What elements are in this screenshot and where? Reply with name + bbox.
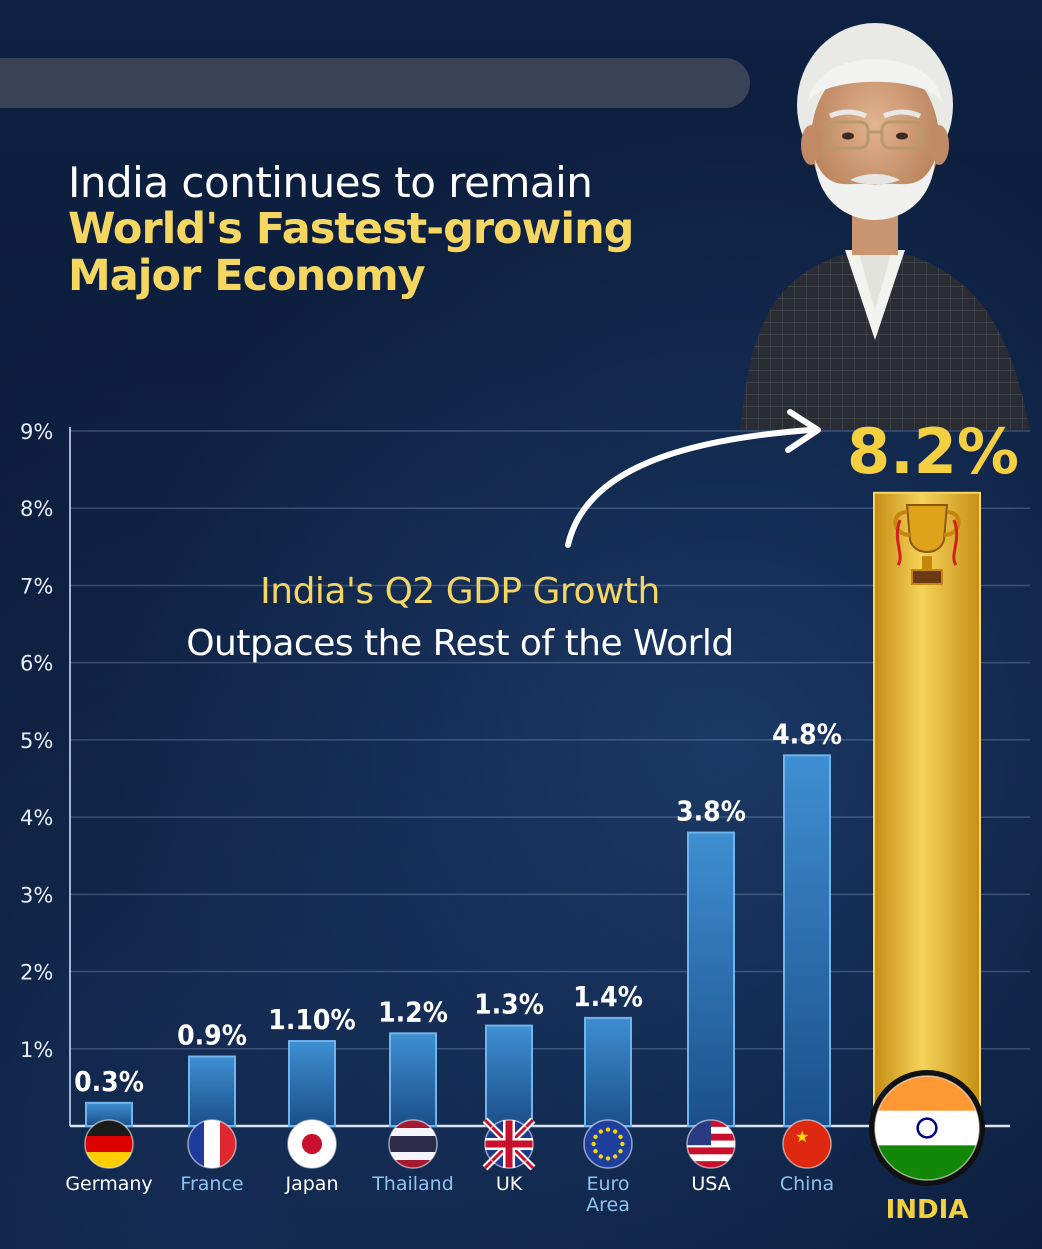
y-tick-label: 4% [20,806,53,830]
leader-portrait [740,23,1030,430]
chart-grid [69,427,1030,1128]
headline-line-1: India continues to remain [68,158,593,207]
headline-line-2: World's Fastest-growing [68,204,634,255]
category-label: Thailand [371,1173,454,1195]
headline: India continues to remain World's Fastes… [68,158,768,302]
highlight-arrow-head [785,409,821,453]
value-label: 4.8% [772,717,842,750]
flags: ★ [84,1070,985,1186]
category-label: Germany [65,1173,152,1195]
y-tick-label: 7% [20,574,53,598]
flag-thailand-icon [388,1119,438,1169]
chart-subtitle: India's Q2 GDP Growth Outpaces the Rest … [100,566,820,670]
flag-uk-icon [482,1117,536,1171]
y-tick-label: 3% [20,883,53,907]
bar-uk [485,1024,533,1127]
flag-usa-icon [686,1119,736,1169]
svg-text:★: ★ [795,1127,809,1146]
category-label: Japan [285,1173,339,1195]
bar-china [783,754,831,1127]
y-tick-label: 6% [20,652,53,676]
value-label: 0.9% [177,1019,247,1052]
flag-germany-icon [84,1119,134,1169]
category-label: UK [496,1173,523,1195]
bar-japan [288,1040,336,1127]
bars [85,491,981,1128]
y-tick-label: 2% [20,961,53,985]
category-label: Area [586,1194,630,1216]
flag-china-icon: ★ [782,1119,832,1169]
category-label-india: INDIA [886,1195,969,1225]
value-label: 1.3% [474,988,544,1021]
value-label: 3.8% [676,795,746,828]
value-label: 1.2% [378,995,448,1028]
subtitle-line-2: Outpaces the Rest of the World [186,623,734,665]
bar-france [188,1055,236,1127]
value-label: 0.3% [74,1065,144,1098]
value-labels: 0.3% 0.9% 1.10% 1.2% 1.3% 1.4% 3.8% 4.8% 8.2% [74,415,1019,1098]
headline-line-3: Major Economy [68,251,426,302]
y-tick-label: 1% [20,1038,53,1062]
flag-japan-icon [287,1119,337,1169]
flag-india-icon [869,1070,985,1186]
value-label: 1.4% [573,980,643,1013]
y-axis-ticks: 1% 2% 3% 4% 5% 6% 7% 8% 9% [20,420,53,1062]
top-banner-bar [0,58,750,108]
highlight-arrow [565,427,813,548]
y-tick-label: 8% [20,497,53,521]
bar-usa [687,831,735,1127]
category-label: France [180,1173,243,1195]
flag-france-icon [187,1119,237,1169]
category-label: Euro [586,1173,629,1195]
category-label: China [780,1173,834,1195]
value-label: 1.10% [268,1003,355,1036]
bar-euro-area [584,1016,632,1128]
category-label: USA [691,1173,730,1195]
bar-thailand [389,1032,437,1128]
y-tick-label: 9% [20,420,53,444]
flag-euro-area-icon [583,1119,633,1169]
subtitle-line-1: India's Q2 GDP Growth [260,571,660,612]
bar-india [873,491,981,1127]
y-tick-label: 5% [20,729,53,753]
india-value-label: 8.2% [847,415,1019,488]
trophy-icon [893,504,961,585]
